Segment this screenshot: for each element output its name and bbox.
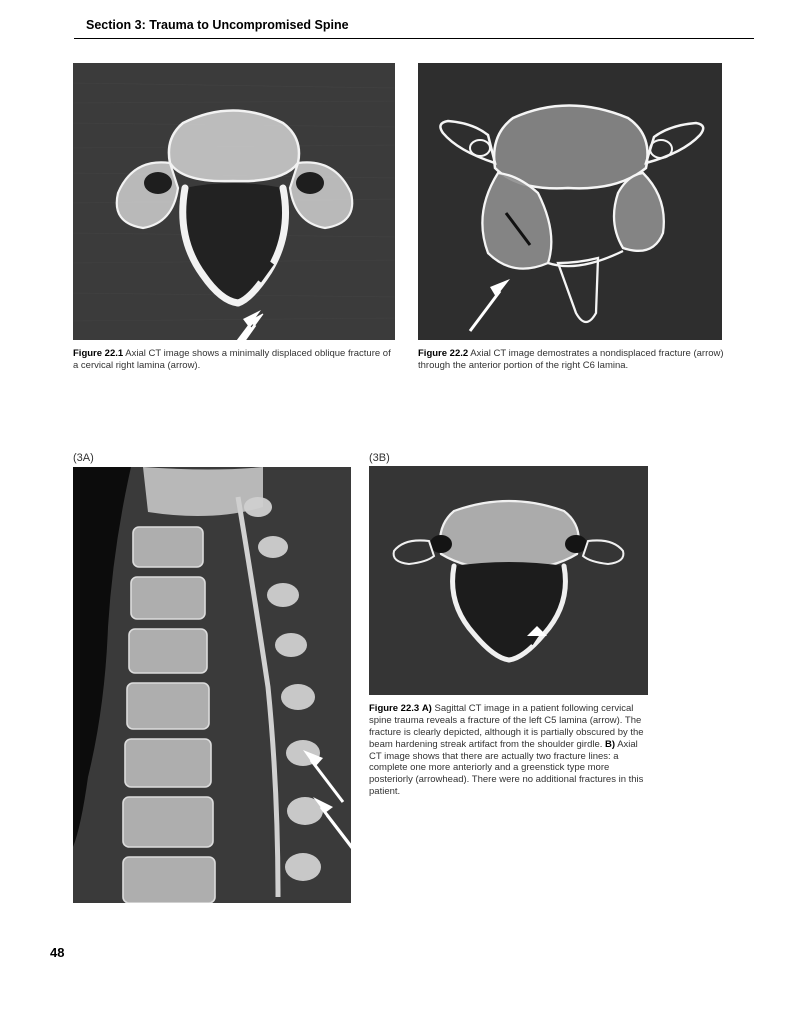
figure-22-3a-image xyxy=(73,467,351,903)
caption-label: Figure 22.1 xyxy=(73,348,123,359)
caption-sub-a: A) xyxy=(422,703,432,714)
page-number: 48 xyxy=(50,945,64,960)
section-header: Section 3: Trauma to Uncompromised Spine xyxy=(74,18,754,39)
figure-22-3-caption: Figure 22.3 A) Sagittal CT image in a pa… xyxy=(369,703,649,798)
subfigure-label-3b: (3B) xyxy=(369,452,390,464)
caption-label: Figure 22.2 xyxy=(418,348,468,359)
figure-22-1-caption: Figure 22.1 Axial CT image shows a minim… xyxy=(73,348,395,372)
caption-sub-b: B) xyxy=(605,739,615,750)
figure-22-1-image xyxy=(73,63,395,340)
caption-label: Figure 22.3 xyxy=(369,703,419,714)
page: Section 3: Trauma to Uncompromised Spine xyxy=(0,0,800,1009)
subfigure-label-3a: (3A) xyxy=(73,452,94,464)
figure-22-2-caption: Figure 22.2 Axial CT image demostrates a… xyxy=(418,348,726,372)
figure-22-3b-image xyxy=(369,466,648,695)
figure-22-2-image xyxy=(418,63,722,340)
